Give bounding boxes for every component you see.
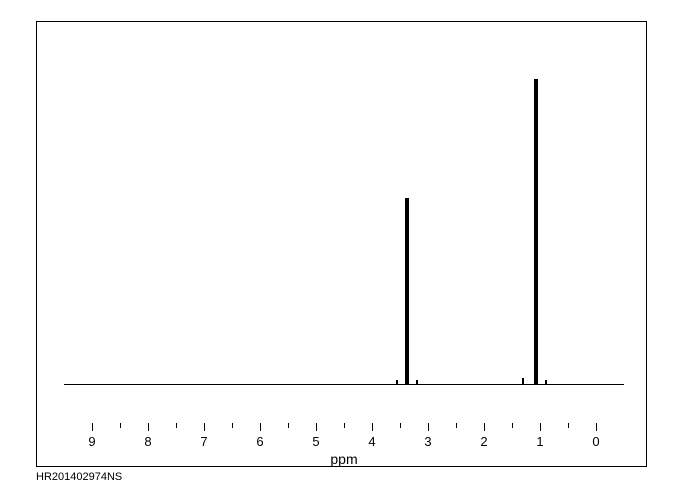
x-minor-tick	[232, 423, 233, 428]
x-tick	[484, 423, 485, 431]
x-tick-label: 3	[424, 434, 431, 449]
x-minor-tick	[568, 423, 569, 428]
x-tick	[92, 423, 93, 431]
x-tick-label: 9	[88, 434, 95, 449]
noise-bump	[545, 380, 547, 385]
footer-code: HR201402974NS	[36, 471, 122, 483]
x-tick	[596, 423, 597, 431]
x-tick	[428, 423, 429, 431]
x-tick-label: 8	[144, 434, 151, 449]
x-minor-tick	[400, 423, 401, 428]
x-tick-label: 2	[480, 434, 487, 449]
x-minor-tick	[120, 423, 121, 428]
x-tick-label: 7	[200, 434, 207, 449]
noise-bump	[522, 378, 524, 385]
x-tick	[204, 423, 205, 431]
x-tick-label: 5	[312, 434, 319, 449]
nmr-peak	[405, 198, 409, 385]
x-tick-label: 4	[368, 434, 375, 449]
x-tick-label: 6	[256, 434, 263, 449]
x-tick	[148, 423, 149, 431]
nmr-spectrum-figure: 9 8 7 6 5 4 3 2 1 0 ppm HR201402974NS	[0, 0, 682, 500]
x-tick	[260, 423, 261, 431]
x-minor-tick	[456, 423, 457, 428]
x-tick	[372, 423, 373, 431]
x-tick-label: 1	[536, 434, 543, 449]
x-minor-tick	[344, 423, 345, 428]
plot-area	[64, 45, 624, 423]
x-tick	[316, 423, 317, 431]
nmr-peak	[534, 79, 538, 385]
x-minor-tick	[512, 423, 513, 428]
baseline	[64, 384, 624, 385]
x-axis-label: ppm	[330, 451, 357, 467]
noise-bump	[396, 380, 398, 385]
noise-bump	[416, 380, 418, 385]
x-tick-label: 0	[592, 434, 599, 449]
x-minor-tick	[288, 423, 289, 428]
x-minor-tick	[176, 423, 177, 428]
x-tick	[540, 423, 541, 431]
